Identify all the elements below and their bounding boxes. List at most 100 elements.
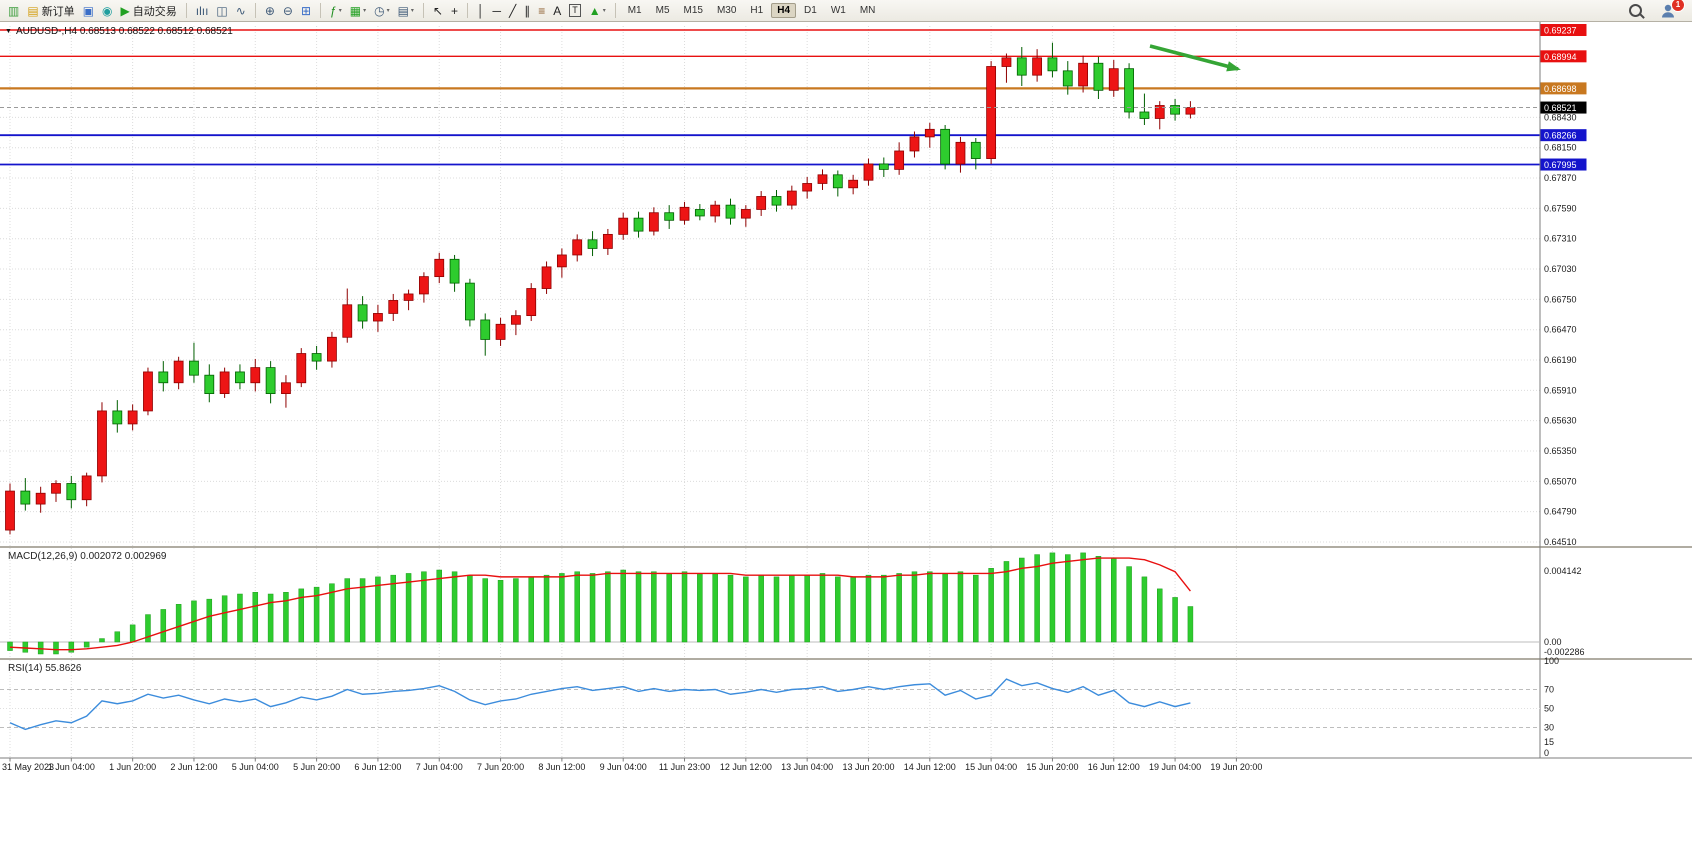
macd-bar [298, 588, 305, 643]
tile-windows-button[interactable]: ⊞ [298, 2, 314, 20]
time-scale-label: 2 Jun 12:00 [170, 762, 217, 772]
line-chart-button[interactable]: ∿ [233, 2, 249, 20]
macd-bar [329, 583, 335, 643]
timeframe-M5[interactable]: M5 [655, 5, 670, 16]
chart-window-icon: ▥ [8, 3, 20, 18]
candle-body [20, 490, 31, 505]
arrow-object[interactable] [1149, 44, 1241, 72]
new-order-button[interactable]: ▤ 新订单 [24, 2, 77, 20]
candle-body [771, 196, 782, 206]
price-tag-bg [1540, 101, 1587, 114]
candle-body [5, 490, 15, 531]
candle-body [1016, 57, 1027, 76]
channel-button[interactable]: ∥ [521, 2, 533, 20]
search-button[interactable] [1626, 2, 1645, 20]
candle-body [633, 217, 644, 232]
cursor-icon: ↖ [432, 3, 443, 18]
price-tag: 0.67995 [1544, 160, 1577, 170]
candle-body [786, 190, 797, 206]
new-chart-button[interactable]: ▦ ▾ [347, 2, 369, 20]
macd-bar [145, 614, 151, 643]
text-button[interactable]: A [550, 2, 564, 20]
templates-icon: ▤ [397, 3, 409, 18]
shapes-button[interactable]: ▲ ▾ [586, 2, 609, 20]
macd-bar [1034, 554, 1040, 643]
time-scale-label: 31 May 2023 [2, 762, 54, 772]
macd-bar [313, 586, 320, 643]
notifications-button[interactable]: 1 [1657, 0, 1685, 20]
trade-panel-toggle-icon[interactable]: ▼ [5, 28, 12, 35]
candle-body [449, 258, 460, 284]
macd-bar [743, 576, 749, 643]
timeframe-W1[interactable]: W1 [830, 5, 846, 16]
panel-splitter[interactable] [0, 546, 1692, 548]
candlestick-series [5, 42, 1196, 535]
timeframe-MN[interactable]: MN [859, 5, 876, 16]
macd-bar [267, 593, 274, 643]
zoom-in-button[interactable]: ⊕ [262, 2, 278, 20]
timeframe-M15[interactable]: M15 [683, 5, 703, 16]
price-scale-label: 0.64790 [1544, 507, 1577, 517]
macd-bar [1065, 554, 1071, 643]
candle-body [832, 174, 843, 189]
trendline-button[interactable]: ╱ [506, 2, 519, 20]
algo-trading-button[interactable]: ▶ 自动交易 [118, 2, 180, 20]
candle-body [373, 313, 383, 322]
fibonacci-button[interactable]: ≡ [535, 2, 548, 20]
macd-bar [942, 573, 948, 643]
candle-body [311, 353, 322, 362]
bars-chart-icon: ılıı [195, 3, 209, 18]
label-icon: T [569, 4, 581, 17]
timeframe-M1[interactable]: M1 [627, 5, 642, 16]
cursor-button[interactable]: ↖ [430, 2, 446, 20]
macd-bar [758, 574, 764, 643]
zoom-out-button[interactable]: ⊖ [280, 2, 296, 20]
label-button[interactable]: T [566, 2, 584, 20]
crosshair-button[interactable]: + [448, 2, 461, 20]
timeframe-H1[interactable]: H1 [750, 5, 764, 16]
templates-button[interactable]: ▤ ▾ [395, 2, 417, 20]
macd-bar [543, 574, 550, 643]
candles-chart-button[interactable]: ◫ [213, 2, 230, 20]
community-button[interactable]: ◉ [99, 2, 115, 20]
macd-bar [482, 578, 488, 643]
dropdown-caret-icon: ▾ [410, 8, 414, 14]
candle-body [219, 371, 230, 394]
macd-bar [1049, 552, 1056, 643]
macd-bar [559, 573, 565, 643]
candle-body [204, 374, 215, 394]
chart-window-button[interactable]: ▥ [5, 2, 22, 20]
timeframe-D1[interactable]: D1 [804, 5, 817, 16]
rsi-scale-label: 15 [1544, 737, 1554, 747]
vertical-line-button[interactable]: │ [474, 2, 488, 20]
candles-chart-icon: ◫ [216, 3, 228, 18]
bars-chart-button[interactable]: ılıı [193, 2, 212, 20]
candle-body [235, 371, 245, 384]
toolbar-separator [614, 3, 616, 18]
horizontal-line-button[interactable]: ─ [490, 2, 505, 20]
timeframe-H4[interactable]: H4 [771, 3, 797, 18]
candle-body [1124, 68, 1134, 113]
candle-body [848, 179, 859, 189]
price-tag: 0.68698 [1544, 84, 1577, 94]
time-scale-label: 5 Jun 20:00 [293, 762, 340, 772]
macd-bar [175, 604, 182, 643]
candle-body [802, 183, 813, 192]
price-scale[interactable]: 0.68430 0.68150 0.67870 0.67590 0.67310 0.670… [1540, 24, 1587, 758]
time-scale-label: 19 Jun 20:00 [1210, 762, 1262, 772]
period-button[interactable]: ◷ ▾ [371, 2, 393, 20]
candle-body [955, 141, 966, 165]
rsi-label: RSI(14) 55.8626 [8, 663, 82, 674]
panel-splitter[interactable] [0, 658, 1692, 660]
timeframe-M30[interactable]: M30 [716, 5, 737, 16]
macd-bar [37, 641, 44, 655]
channel-icon: ∥ [524, 3, 531, 18]
macd-bar [467, 574, 473, 643]
macd-bar [973, 574, 979, 643]
candle-body [1078, 62, 1088, 87]
new-order-button-label: 新订单 [41, 5, 75, 18]
market-watch-button[interactable]: ▣ [80, 2, 97, 20]
indicators-button[interactable]: ƒ ▾ [327, 2, 345, 20]
